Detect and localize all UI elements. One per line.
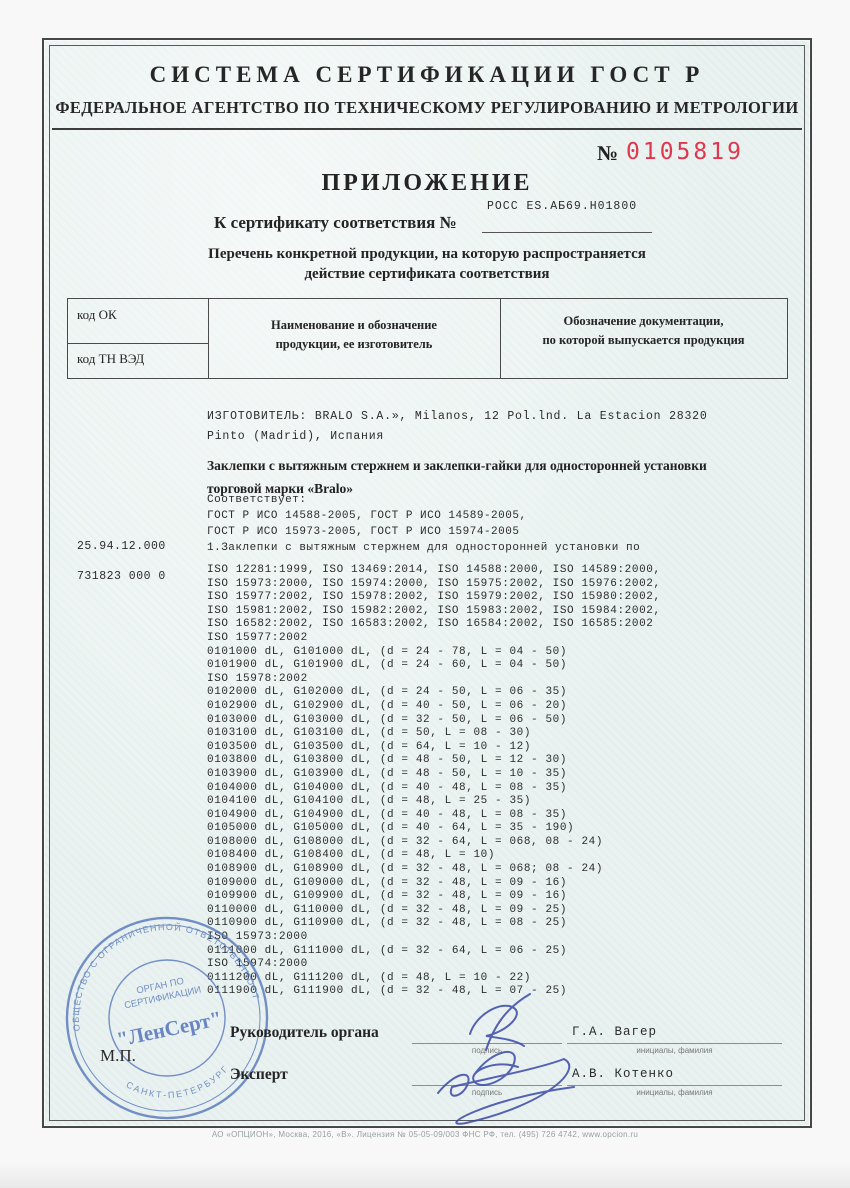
expert-role-label: Эксперт (230, 1066, 288, 1083)
spec-line: 0108900 dL, G108900 dL, (d = 32 - 48, L … (207, 863, 604, 876)
list-subtitle-line1: Перечень конкретной продукции, на котору… (208, 246, 646, 262)
products-table-header: код ОК код ТН ВЭД Наименование и обознач… (67, 298, 788, 379)
col-header-docs: Обозначение документации, по которой вып… (500, 312, 787, 350)
expert-name-value: А.В. Котенко (572, 1067, 675, 1081)
stamp-ring-bottom-text: САНКТ-ПЕТЕРБУРГ (123, 1058, 235, 1110)
print-house-footer: АО «ОПЦИОН», Москва, 2016, «В». Лицензия… (211, 1130, 639, 1139)
spec-line: ISO 15981:2002, ISO 15982:2002, ISO 1598… (207, 604, 661, 617)
col-header-product-line2: продукции, ее изготовитель (275, 337, 433, 351)
certificate-sheet: СИСТЕМА СЕРТИФИКАЦИИ ГОСТ Р ФЕДЕРАЛЬНОЕ … (37, 38, 812, 1128)
col-header-code-ok: код ОК (77, 307, 117, 322)
mp-seal-label: М.П. (100, 1046, 136, 1065)
conformity-block: Соответствует: ГОСТ Р ИСО 14588-2005, ГО… (207, 492, 527, 540)
spec-line: 0111200 dL, G111200 dL, (d = 48, L = 10 … (207, 971, 532, 984)
spec-line: 0110000 dL, G110000 dL, (d = 32 - 48, L … (207, 903, 568, 916)
spec-line: 0102900 dL, G102900 dL, (d = 40 - 50, L … (207, 699, 568, 712)
spec-line: ISO 15977:2002 (207, 631, 308, 644)
certification-body-stamp: ОБЩЕСТВО С ОГРАНИЧЕННОЙ ОТВЕТСТВЕННОСТЬЮ… (37, 888, 269, 1120)
stamp-center-name: "ЛенСерт" (115, 1006, 224, 1052)
product-description-line2: торговой марки «Bralo» (207, 481, 354, 496)
form-number-value: 0105819 (626, 139, 744, 165)
head-signature-ink (469, 993, 531, 1051)
spec-line: 0108400 dL, G108400 dL, (d = 48, L = 10) (207, 849, 496, 862)
spec-line: ISO 15973:2000 (207, 931, 308, 944)
manufacturer-line2: Pinto (Madrid), Испания (207, 430, 385, 443)
spec-line: 0102000 dL, G102000 dL, (d = 24 - 50, L … (207, 686, 568, 699)
spec-line: 0104000 dL, G104000 dL, (d = 40 - 48, L … (207, 781, 568, 794)
head-signature-line (412, 1043, 562, 1044)
expert-signature-ink (437, 1051, 575, 1125)
certificate-ref-underline (482, 232, 652, 233)
agency-title: ФЕДЕРАЛЬНОЕ АГЕНТСТВО ПО ТЕХНИЧЕСКОМУ РЕ… (55, 98, 799, 117)
document-title: ПРИЛОЖЕНИЕ (321, 170, 533, 196)
expert-name-caption: инициалы, фамилия (636, 1088, 713, 1097)
table-divider-vertical-1 (208, 299, 209, 378)
spec-line: 0103100 dL, G103100 dL, (d = 50, L = 08 … (207, 727, 532, 740)
conformity-label: Соответствует: (207, 494, 307, 506)
col-header-docs-line1: Обозначение документации, (563, 314, 724, 328)
spec-line: 0103500 dL, G103500 dL, (d = 64, L = 10 … (207, 740, 532, 753)
product-description-line1: Заклепки с вытяжным стержнем и заклепки-… (207, 458, 707, 473)
code-tnved-value: 731823 000 0 (77, 570, 166, 583)
spec-line: 0101000 dL, G101000 dL, (d = 24 - 78, L … (207, 645, 568, 658)
head-name-caption: инициалы, фамилия (636, 1046, 713, 1055)
expert-signature-caption: подпись (471, 1088, 503, 1097)
spec-line: 0104100 dL, G104100 dL, (d = 48, L = 25 … (207, 795, 532, 808)
spec-line: ISO 12281:1999, ISO 13469:2014, ISO 1458… (207, 564, 661, 576)
spec-line: 0105000 dL, G105000 dL, (d = 40 - 64, L … (207, 822, 575, 835)
svg-text:САНКТ-ПЕТЕРБУРГ: САНКТ-ПЕТЕРБУРГ (123, 1058, 235, 1110)
item1-heading: 1.Заклепки с вытяжным стержнем для однос… (207, 542, 641, 554)
certificate-ref-label: К сертификату соответствия № (214, 213, 457, 232)
head-name-line (567, 1043, 782, 1044)
col-header-product: Наименование и обозначение продукции, ее… (208, 316, 500, 354)
spec-line: 0110900 dL, G110900 dL, (d = 32 - 48, L … (207, 917, 568, 930)
spec-line: 0111000 dL, G111000 dL, (d = 32 - 64, L … (207, 944, 568, 957)
col-header-docs-line2: по которой выпускается продукция (542, 333, 745, 347)
spec-line: 0111900 dL, G111900 dL, (d = 32 - 48, L … (207, 985, 568, 998)
spec-line: 0108000 dL, G108000 dL, (d = 32 - 64, L … (207, 835, 604, 848)
spec-line: 0103800 dL, G103800 dL, (d = 48 - 50, L … (207, 754, 568, 767)
code-ok-value: 25.94.12.000 (77, 540, 166, 553)
spec-line: ISO 15974:2000 (207, 958, 308, 971)
product-description: Заклепки с вытяжным стержнем и заклепки-… (207, 454, 707, 500)
spec-line: 0103000 dL, G103000 dL, (d = 32 - 50, L … (207, 713, 568, 726)
spec-line: ISO 16582:2002, ISO 16583:2002, ISO 1658… (207, 618, 654, 631)
col-header-code-tnved: код ТН ВЭД (77, 351, 145, 366)
gost-line1: ГОСТ Р ИСО 14588-2005, ГОСТ Р ИСО 14589-… (207, 510, 527, 522)
list-subtitle-line2: действие сертификата соответствия (304, 266, 550, 282)
spec-line: 0101900 dL, G101900 dL, (d = 24 - 60, L … (207, 659, 568, 672)
spec-line: 0104900 dL, G104900 dL, (d = 40 - 48, L … (207, 808, 568, 821)
table-divider-vertical-2 (500, 299, 501, 378)
certificate-ref-value: РОСС ES.АБ69.Н01800 (487, 200, 638, 213)
spec-line: ISO 15973:2000, ISO 15974:2000, ISO 1597… (207, 577, 661, 590)
head-name-value: Г.А. Вагер (572, 1025, 658, 1039)
gost-line2: ГОСТ Р ИСО 15973-2005, ГОСТ Р ИСО 15974-… (207, 526, 520, 538)
spec-line: 0109900 dL, G109900 dL, (d = 32 - 48, L … (207, 890, 568, 903)
manufacturer-block: ИЗГОТОВИТЕЛЬ: BRALO S.A.», Milanos, 12 P… (207, 407, 708, 447)
system-title: СИСТЕМА СЕРТИФИКАЦИИ ГОСТ Р (149, 62, 705, 87)
col-header-product-line1: Наименование и обозначение (271, 318, 437, 332)
head-signature-caption: подпись (471, 1046, 503, 1055)
form-number-label: № (597, 141, 619, 165)
header-divider (52, 128, 802, 130)
manufacturer-line1: ИЗГОТОВИТЕЛЬ: BRALO S.A.», Milanos, 12 P… (207, 410, 708, 423)
head-role-label: Руководитель органа (230, 1024, 379, 1041)
spec-line: 0103900 dL, G103900 dL, (d = 48 - 50, L … (207, 767, 568, 780)
expert-name-line (567, 1085, 782, 1086)
table-divider-horizontal (68, 343, 208, 344)
spec-line: 0109000 dL, G109000 dL, (d = 32 - 48, L … (207, 876, 568, 889)
spec-lines-block: ISO 12281:1999, ISO 13469:2014, ISO 1458… (207, 564, 661, 999)
spec-line: ISO 15978:2002 (207, 672, 308, 685)
spec-line: ISO 15977:2002, ISO 15978:2002, ISO 1597… (207, 591, 661, 604)
